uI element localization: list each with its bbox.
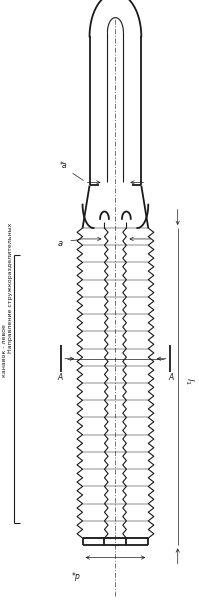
Text: $a$: $a$: [57, 240, 63, 248]
Text: канавок - левое: канавок - левое: [2, 324, 8, 377]
Text: $l_1$: $l_1$: [183, 376, 195, 385]
Text: Направление стружкоразделительных: Направление стружкоразделительных: [8, 223, 14, 353]
Text: A: A: [168, 373, 173, 382]
Text: $*\!a$: $*\!a$: [59, 159, 67, 170]
Text: A: A: [58, 373, 63, 382]
Text: $*p$: $*p$: [71, 570, 82, 582]
